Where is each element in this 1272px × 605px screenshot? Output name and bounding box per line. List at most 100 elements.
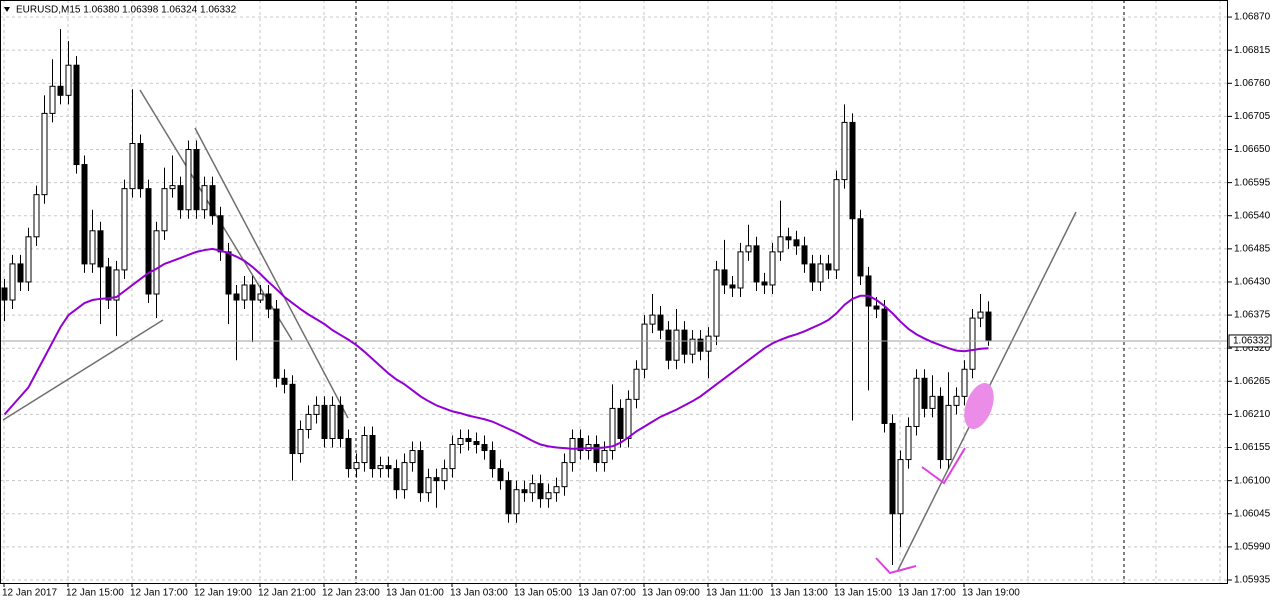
candle-body xyxy=(657,314,664,331)
check-mark xyxy=(875,557,917,575)
candle-body xyxy=(705,335,712,352)
candle-body xyxy=(201,185,208,211)
y-tick-label: 1.06100 xyxy=(1234,475,1271,486)
candle-body xyxy=(801,245,808,265)
y-tick-label: 1.06045 xyxy=(1234,508,1271,519)
candle-body xyxy=(193,149,200,211)
candle-body xyxy=(841,121,848,181)
candle-body xyxy=(401,462,408,491)
candle-body xyxy=(33,194,40,238)
candle-body xyxy=(9,263,16,301)
candle-body xyxy=(889,422,896,515)
candle-body xyxy=(17,263,24,283)
candle-body xyxy=(225,251,232,295)
candle-body xyxy=(793,239,800,247)
candle-body xyxy=(873,305,880,310)
y-tick-label: 1.06210 xyxy=(1234,409,1271,420)
candle-body xyxy=(377,465,384,470)
candle-body xyxy=(849,121,856,220)
candle-body xyxy=(305,413,312,430)
candle-body xyxy=(41,112,48,196)
candle-body xyxy=(785,236,792,241)
candle-body xyxy=(625,398,632,440)
x-tick-label: 12 Jan 17:00 xyxy=(130,588,188,599)
candle-body xyxy=(409,450,416,464)
candle-body xyxy=(113,269,120,301)
candle-body xyxy=(81,164,88,265)
candle-body xyxy=(73,64,80,166)
candle-body xyxy=(561,462,568,488)
candle-body xyxy=(729,284,736,289)
candle-body xyxy=(209,185,216,217)
candle-body xyxy=(337,404,344,440)
candle-body xyxy=(273,308,280,379)
candle-body xyxy=(953,395,960,406)
candle-body xyxy=(737,251,744,289)
candle-body xyxy=(673,329,680,361)
candle-body xyxy=(385,465,392,470)
candle-body xyxy=(753,245,760,283)
candle-body xyxy=(137,142,144,190)
x-tick-label: 13 Jan 17:00 xyxy=(898,588,956,599)
candle-body xyxy=(945,404,952,461)
candle-body xyxy=(617,407,624,440)
candle-body xyxy=(601,450,608,464)
candle-body xyxy=(545,492,552,500)
y-tick-label: 1.06870 xyxy=(1234,12,1271,23)
title-arrow xyxy=(4,7,10,12)
candle-body xyxy=(857,218,864,277)
candle-body xyxy=(257,293,264,301)
candle-body xyxy=(361,434,368,464)
candle-body xyxy=(825,263,832,271)
candle-body xyxy=(265,293,272,310)
candle-body xyxy=(465,438,472,443)
candle-body xyxy=(641,323,648,370)
candle-body xyxy=(425,477,432,494)
candle-body xyxy=(497,468,504,482)
candle-body xyxy=(937,395,944,461)
candle-body xyxy=(569,438,576,464)
candle-body xyxy=(649,314,656,325)
candle-body xyxy=(593,444,600,464)
candle-body xyxy=(233,293,240,301)
y-tick-label: 1.06155 xyxy=(1234,442,1271,453)
candle-body xyxy=(169,185,176,190)
candle-body xyxy=(281,377,288,385)
candle-body xyxy=(161,188,168,232)
candle-body xyxy=(969,317,976,370)
candle-body xyxy=(513,489,520,515)
candle-body xyxy=(249,284,256,301)
y-tick-label: 1.06540 xyxy=(1234,210,1271,221)
x-tick-label: 12 Jan 19:00 xyxy=(194,588,252,599)
y-tick-label: 1.06265 xyxy=(1234,376,1271,387)
y-tick-label: 1.06815 xyxy=(1234,45,1271,56)
candle-body xyxy=(721,269,728,286)
candle-body xyxy=(289,383,296,455)
candle-body xyxy=(913,377,920,427)
candle-body xyxy=(105,266,112,301)
candle-body xyxy=(345,438,352,470)
candle-body xyxy=(97,230,104,268)
highlight-ellipse xyxy=(964,383,994,429)
candle-body xyxy=(145,188,152,295)
x-tick-label: 13 Jan 03:00 xyxy=(450,588,508,599)
candle-body xyxy=(433,477,440,482)
candle-body xyxy=(65,64,72,96)
candle-body xyxy=(929,395,936,409)
candle-body xyxy=(25,236,32,283)
candle-body xyxy=(905,425,912,461)
x-tick-label: 13 Jan 15:00 xyxy=(834,588,892,599)
grid xyxy=(0,0,1228,583)
candle-body xyxy=(1,287,8,301)
candle-body xyxy=(329,404,336,440)
current-price-label: 1.06332 xyxy=(1233,336,1270,347)
x-tick-label: 13 Jan 11:00 xyxy=(706,588,764,599)
candle-body xyxy=(49,85,56,114)
x-tick-label: 13 Jan 09:00 xyxy=(642,588,700,599)
candle-body xyxy=(393,468,400,491)
moving-average xyxy=(3,247,989,450)
candle-body xyxy=(521,489,528,494)
candle-body xyxy=(881,308,888,424)
y-tick-label: 1.06375 xyxy=(1234,310,1271,321)
x-tick-label: 13 Jan 19:00 xyxy=(962,588,1020,599)
